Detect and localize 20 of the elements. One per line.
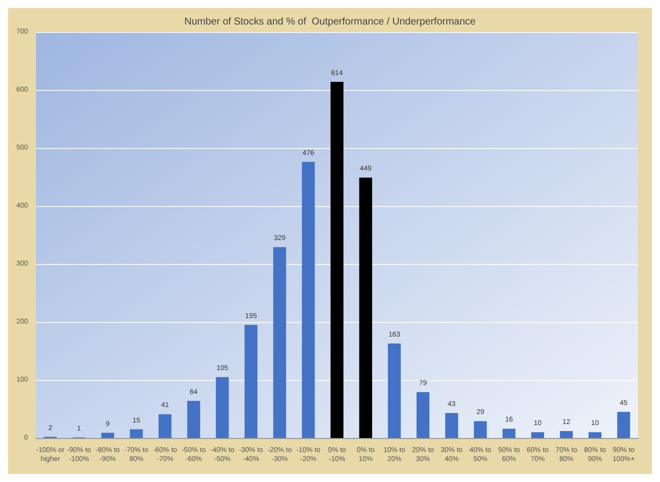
bar xyxy=(130,429,143,438)
bar xyxy=(588,432,602,438)
bar xyxy=(531,432,544,438)
bar xyxy=(302,162,315,438)
bar xyxy=(560,431,573,438)
bar xyxy=(445,413,458,438)
bar xyxy=(273,247,286,438)
bar xyxy=(502,428,516,438)
bar xyxy=(359,178,372,438)
bar xyxy=(416,392,430,438)
bar xyxy=(244,324,258,438)
bar xyxy=(187,400,200,438)
bar xyxy=(101,432,114,438)
chart-title: Number of Stocks and % of Outperformance / Underperformance xyxy=(184,16,476,28)
bar xyxy=(474,421,487,438)
bar xyxy=(388,343,401,438)
bar xyxy=(330,82,344,438)
bar xyxy=(617,412,630,438)
bar xyxy=(158,414,172,438)
bar xyxy=(216,377,229,438)
